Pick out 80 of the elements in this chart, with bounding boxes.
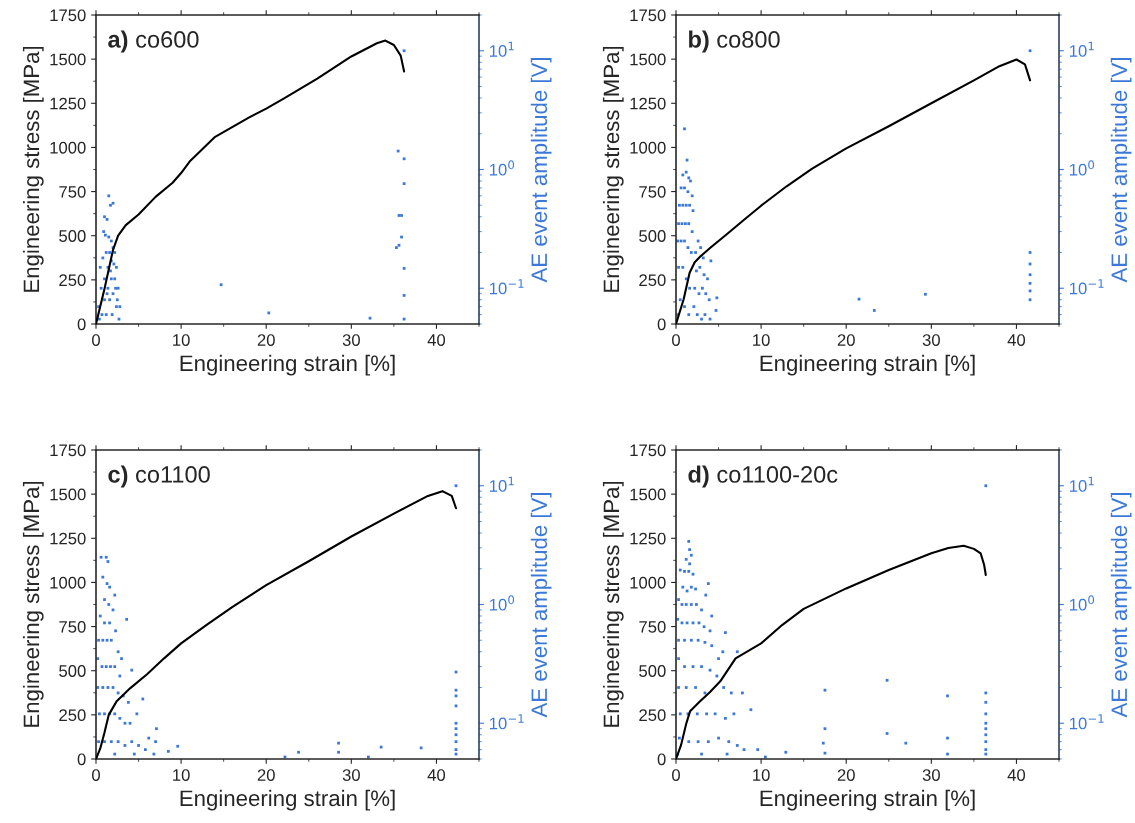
text: c) co1100 bbox=[108, 465, 210, 488]
y-tick-label: 500 bbox=[59, 665, 86, 677]
y2-tick-label: 10$^{−1}$ bbox=[489, 279, 524, 295]
x-tick-label: 20 bbox=[837, 769, 855, 781]
y-tick-label: 0 bbox=[657, 318, 666, 331]
y-tick-label: 1750 bbox=[630, 444, 666, 457]
text: b) co800 bbox=[689, 30, 780, 53]
y-tick-label: 500 bbox=[639, 230, 666, 242]
y2-tick-label: 10$^{0}$ bbox=[1069, 160, 1095, 176]
y-tick-label: 0 bbox=[77, 753, 86, 766]
y-tick-label: 1750 bbox=[50, 444, 86, 457]
y-axis-title: Engineering stress [MPa] bbox=[22, 481, 44, 727]
y-tick-label: 1000 bbox=[50, 141, 86, 154]
y-tick-label: 1500 bbox=[630, 53, 666, 66]
y2-tick-label: 10$^{0}$ bbox=[1069, 595, 1095, 611]
y-tick-label: 1000 bbox=[50, 576, 86, 589]
y2-axis-title: AE event amplitude [V] bbox=[1110, 58, 1132, 283]
y-tick-label: 250 bbox=[639, 709, 666, 722]
y-tick-label: 250 bbox=[59, 709, 86, 722]
x-axis-title: Engineering strain [%] bbox=[180, 354, 395, 376]
x-tick-label: 40 bbox=[427, 769, 446, 781]
y-tick-label: 1500 bbox=[50, 53, 86, 66]
y2-tick-label: 10$^{−1}$ bbox=[489, 714, 524, 730]
y2-tick-label: 10$^{1}$ bbox=[1069, 476, 1094, 492]
y-tick-label: 1000 bbox=[630, 141, 666, 154]
x-tick-label: 0 bbox=[672, 334, 680, 346]
y2-tick-label: 10$^{0}$ bbox=[489, 595, 515, 611]
y2-axis-title: AE event amplitude [V] bbox=[530, 493, 552, 718]
x-tick-label: 40 bbox=[427, 334, 446, 346]
y2-tick-label: 10$^{1}$ bbox=[1069, 41, 1094, 57]
y-tick-label: 1250 bbox=[630, 97, 666, 110]
x-tick-label: 10 bbox=[173, 334, 190, 346]
x-tick-label: 30 bbox=[922, 769, 940, 781]
y-axis-title: Engineering stress [MPa] bbox=[602, 481, 624, 727]
x-tick-label: 10 bbox=[753, 334, 770, 346]
x-tick-label: 30 bbox=[922, 334, 940, 346]
x-tick-label: 20 bbox=[257, 334, 275, 346]
y-tick-label: 750 bbox=[639, 620, 666, 633]
y-tick-label: 1250 bbox=[50, 97, 86, 110]
y2-tick-label: 10$^{0}$ bbox=[489, 160, 515, 176]
y2-tick-label: 10$^{−1}$ bbox=[1069, 279, 1104, 295]
x-tick-label: 40 bbox=[1007, 334, 1026, 346]
y-axis-title: Engineering stress [MPa] bbox=[602, 46, 624, 292]
x-tick-label: 0 bbox=[92, 334, 100, 346]
x-axis-title: Engineering strain [%] bbox=[180, 789, 395, 811]
y-tick-label: 500 bbox=[639, 665, 666, 677]
text: d) co1100-20c bbox=[688, 465, 838, 488]
x-tick-label: 10 bbox=[173, 769, 190, 781]
y-tick-label: 250 bbox=[639, 274, 666, 287]
y-tick-label: 750 bbox=[639, 185, 666, 198]
y-tick-label: 0 bbox=[657, 753, 666, 766]
x-tick-label: 0 bbox=[92, 769, 100, 781]
y2-tick-label: 10$^{1}$ bbox=[489, 476, 514, 492]
x-tick-label: 20 bbox=[257, 769, 275, 781]
y-tick-label: 1250 bbox=[630, 532, 666, 545]
y-tick-label: 250 bbox=[59, 274, 86, 287]
text: a) co600 bbox=[108, 30, 199, 53]
y-axis-title: Engineering stress [MPa] bbox=[22, 46, 44, 292]
y-tick-label: 750 bbox=[59, 185, 86, 198]
y-tick-label: 1750 bbox=[50, 9, 86, 22]
y-tick-label: 1000 bbox=[630, 576, 666, 589]
x-tick-label: 0 bbox=[672, 769, 680, 781]
x-axis-title: Engineering strain [%] bbox=[760, 789, 975, 811]
x-tick-label: 30 bbox=[342, 769, 360, 781]
y-tick-label: 1250 bbox=[50, 532, 86, 545]
y-tick-label: 500 bbox=[59, 230, 86, 242]
x-tick-label: 40 bbox=[1007, 769, 1026, 781]
y-tick-label: 750 bbox=[59, 620, 86, 633]
y-tick-label: 1500 bbox=[50, 488, 86, 501]
y2-axis-title: AE event amplitude [V] bbox=[1110, 493, 1132, 718]
y-tick-label: 0 bbox=[77, 318, 86, 331]
x-tick-label: 10 bbox=[753, 769, 770, 781]
y-tick-label: 1750 bbox=[630, 9, 666, 22]
y2-axis-title: AE event amplitude [V] bbox=[530, 58, 552, 283]
x-tick-label: 30 bbox=[342, 334, 360, 346]
x-axis-title: Engineering strain [%] bbox=[760, 354, 975, 376]
y2-tick-label: 10$^{−1}$ bbox=[1069, 714, 1104, 730]
x-tick-label: 20 bbox=[837, 334, 855, 346]
y-tick-label: 1500 bbox=[630, 488, 666, 501]
y2-tick-label: 10$^{1}$ bbox=[489, 41, 514, 57]
